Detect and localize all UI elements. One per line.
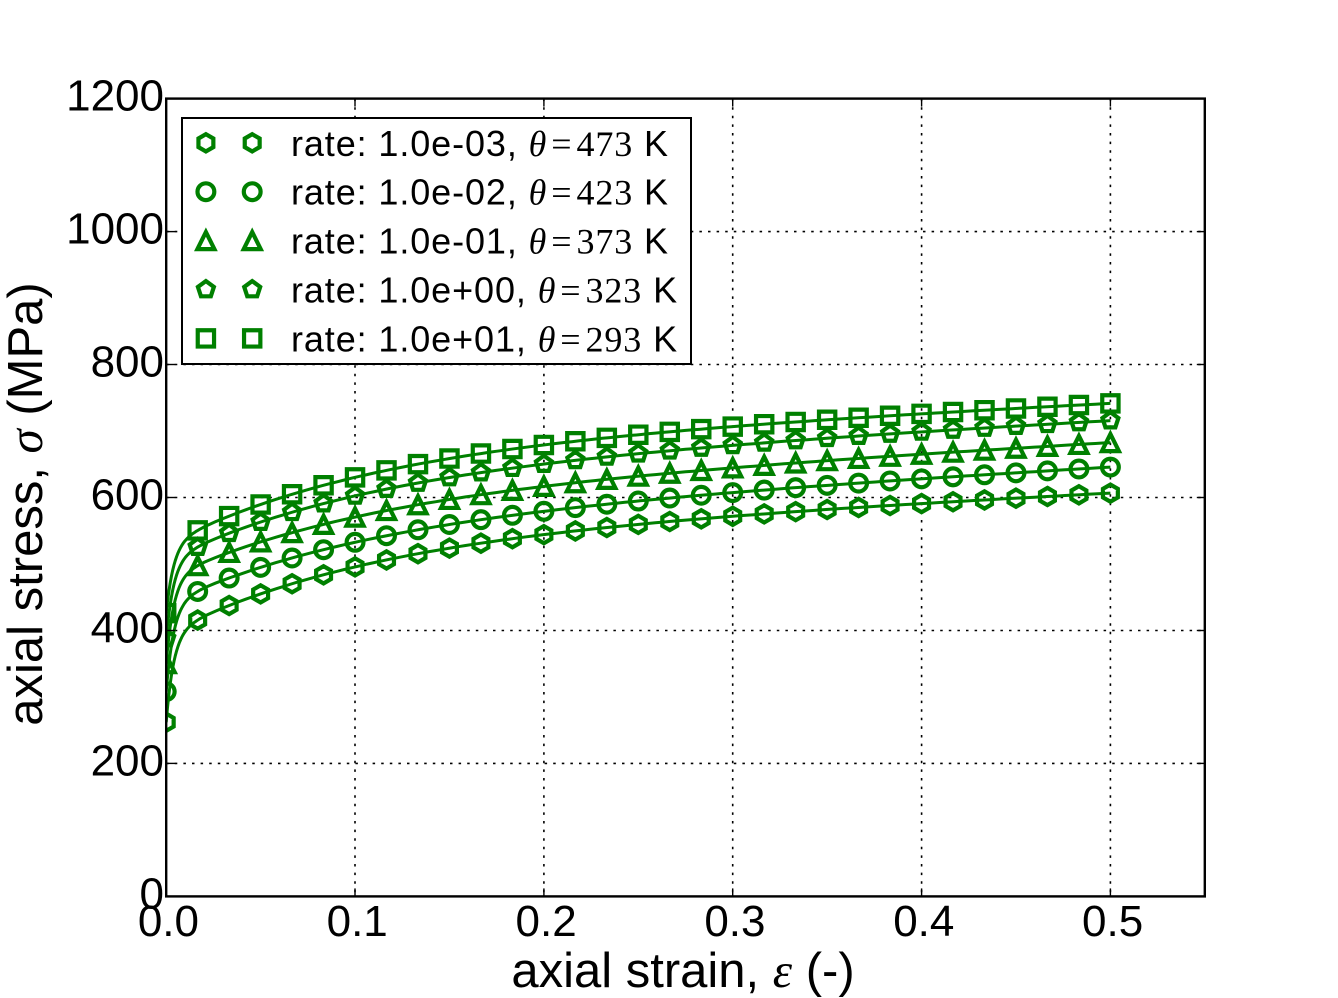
svg-text:rate: 1.0e+00, θ=323 K: rate: 1.0e+00, θ = 323 K <box>291 270 678 311</box>
svg-text:0.0: 0.0 <box>138 897 199 946</box>
svg-text:1200: 1200 <box>66 72 164 121</box>
svg-text:rate: 1.0e-02, θ=423 K: rate: 1.0e-02, θ = 423 K <box>291 172 669 213</box>
svg-text:0.1: 0.1 <box>327 897 388 946</box>
svg-text:0.5: 0.5 <box>1082 897 1143 946</box>
svg-text:1000: 1000 <box>66 205 164 254</box>
svg-text:0: 0 <box>140 869 164 918</box>
svg-text:rate: 1.0e+01, θ=293 K: rate: 1.0e+01, θ = 293 K <box>291 318 678 359</box>
svg-text:0.4: 0.4 <box>893 897 954 946</box>
svg-text:600: 600 <box>91 471 164 520</box>
svg-text:0.3: 0.3 <box>704 897 765 946</box>
svg-text:400: 400 <box>91 604 164 653</box>
svg-text:axial strain, ε (-): axial strain, ε (-) <box>511 943 854 998</box>
svg-text:rate: 1.0e-01, θ=373 K: rate: 1.0e-01, θ = 373 K <box>291 221 669 262</box>
svg-text:200: 200 <box>91 736 164 785</box>
svg-text:rate: 1.0e-03, θ=473 K: rate: 1.0e-03, θ = 473 K <box>291 123 669 164</box>
svg-text:axial stress, σ (MPa): axial stress, σ (MPa) <box>0 282 53 725</box>
svg-text:0.2: 0.2 <box>516 897 577 946</box>
svg-text:800: 800 <box>91 338 164 387</box>
